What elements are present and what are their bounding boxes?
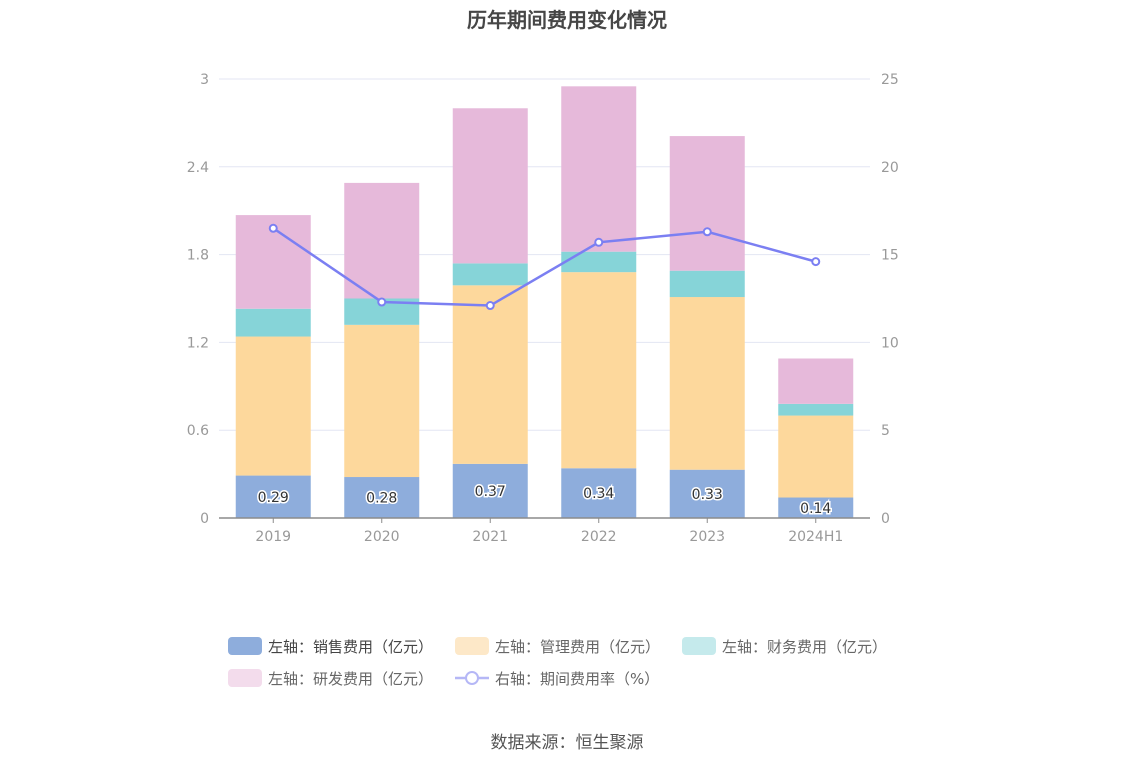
sales-data-label: 0.28 — [366, 491, 397, 507]
y-right-tick-label: 0 — [881, 511, 890, 527]
rd-bar — [778, 358, 854, 404]
sales-data-label: 0.34 — [583, 486, 614, 502]
sales-data-label: 0.37 — [475, 484, 506, 500]
y-right-tick-label: 15 — [881, 248, 899, 264]
y-left-tick-label: 0.6 — [187, 423, 209, 439]
rd-bar — [344, 182, 420, 299]
legend-swatch-icon — [682, 637, 717, 655]
admin-bar — [669, 297, 745, 470]
chart-plot: 0.29 0.28 0.37 0.34 0.33 0.14 0 0 0.6 5 1.2 10 1.8 1… — [187, 72, 899, 545]
rate-point — [485, 301, 495, 311]
admin-bar — [344, 324, 420, 478]
legend-label: 左轴：财务费用（亿元） — [722, 637, 888, 656]
legend-swatch-icon — [228, 637, 262, 655]
finance-bar — [452, 263, 528, 286]
legend-swatch-icon — [455, 637, 490, 655]
admin-bar — [452, 285, 528, 464]
rate-line-group — [268, 223, 821, 311]
source-note: 数据来源：恒生聚源 — [490, 733, 644, 753]
rate-line — [272, 227, 817, 307]
finance-bar — [235, 308, 311, 337]
sales-bar — [669, 469, 745, 518]
legend-item[interactable]: 左轴：管理费用（亿元） — [455, 636, 660, 657]
rd-bar — [452, 108, 528, 264]
rate-point — [811, 257, 821, 267]
x-tick-label: 2020 — [364, 529, 400, 545]
y-right-tick-label: 10 — [881, 335, 899, 351]
legend-item[interactable]: 左轴：研发费用（亿元） — [228, 668, 433, 689]
x-tick-label: 2019 — [255, 529, 291, 545]
x-tick-label: 2022 — [581, 529, 617, 545]
finance-bar — [561, 251, 637, 273]
finance-bar — [669, 270, 745, 298]
sales-data-label: 0.14 — [800, 501, 831, 517]
y-right-tick-label: 20 — [881, 160, 899, 176]
y-left-tick-label: 1.2 — [187, 335, 209, 351]
legend-swatch-icon — [228, 669, 262, 687]
legend-line-circle-icon — [455, 669, 490, 687]
y-left-tick-label: 0 — [200, 511, 209, 527]
rate-point — [702, 227, 712, 237]
legend-label: 左轴：销售费用（亿元） — [268, 637, 434, 656]
x-tick-label: 2021 — [472, 529, 508, 545]
rd-bar — [561, 86, 637, 252]
finance-bar — [778, 403, 854, 416]
sales-bar — [344, 477, 420, 518]
rate-point — [268, 223, 278, 233]
chart-title: 历年期间费用变化情况 — [467, 8, 667, 32]
y-right-tick-label: 25 — [881, 72, 899, 88]
admin-bar — [778, 415, 854, 498]
sales-data-label: 0.29 — [258, 490, 289, 506]
sales-bar — [235, 475, 311, 518]
legend-item[interactable]: 右轴：期间费用率（%） — [455, 668, 659, 689]
x-tick-label: 2023 — [689, 529, 725, 545]
legend-item[interactable]: 左轴：销售费用（亿元） — [228, 636, 433, 657]
legend-label: 左轴：研发费用（亿元） — [268, 669, 434, 688]
rate-point — [377, 297, 387, 307]
rate-point — [594, 237, 604, 247]
x-tick-label: 2024H1 — [788, 529, 843, 545]
admin-bar — [235, 336, 311, 476]
data-label-group: 0.29 0.28 0.37 0.34 0.33 0.14 — [256, 482, 833, 518]
sales-bar — [778, 497, 854, 518]
legend-item[interactable]: 左轴：财务费用（亿元） — [682, 636, 887, 657]
y-left-tick-label: 1.8 — [187, 248, 209, 264]
y-left-tick-label: 2.4 — [187, 160, 209, 176]
legend: 左轴：销售费用（亿元） 左轴：管理费用（亿元） 左轴：财务费用（亿元） 左轴：研发费… — [228, 630, 928, 694]
y-right-tick-label: 5 — [881, 423, 890, 439]
legend-label: 左轴：管理费用（亿元） — [495, 637, 661, 656]
bar-group — [235, 86, 854, 518]
axes: 0 0 0.6 5 1.2 10 1.8 15 2.4 20 3 25 2019 2020 2021 2022… — [187, 72, 899, 545]
admin-bar — [561, 272, 637, 469]
sales-bar — [561, 468, 637, 518]
rd-bar — [669, 136, 745, 271]
grid-lines — [219, 78, 870, 431]
sales-bar — [452, 463, 528, 518]
y-left-tick-label: 3 — [200, 72, 209, 88]
sales-data-label: 0.33 — [692, 487, 723, 503]
legend-label: 右轴：期间费用率（%） — [495, 669, 660, 688]
